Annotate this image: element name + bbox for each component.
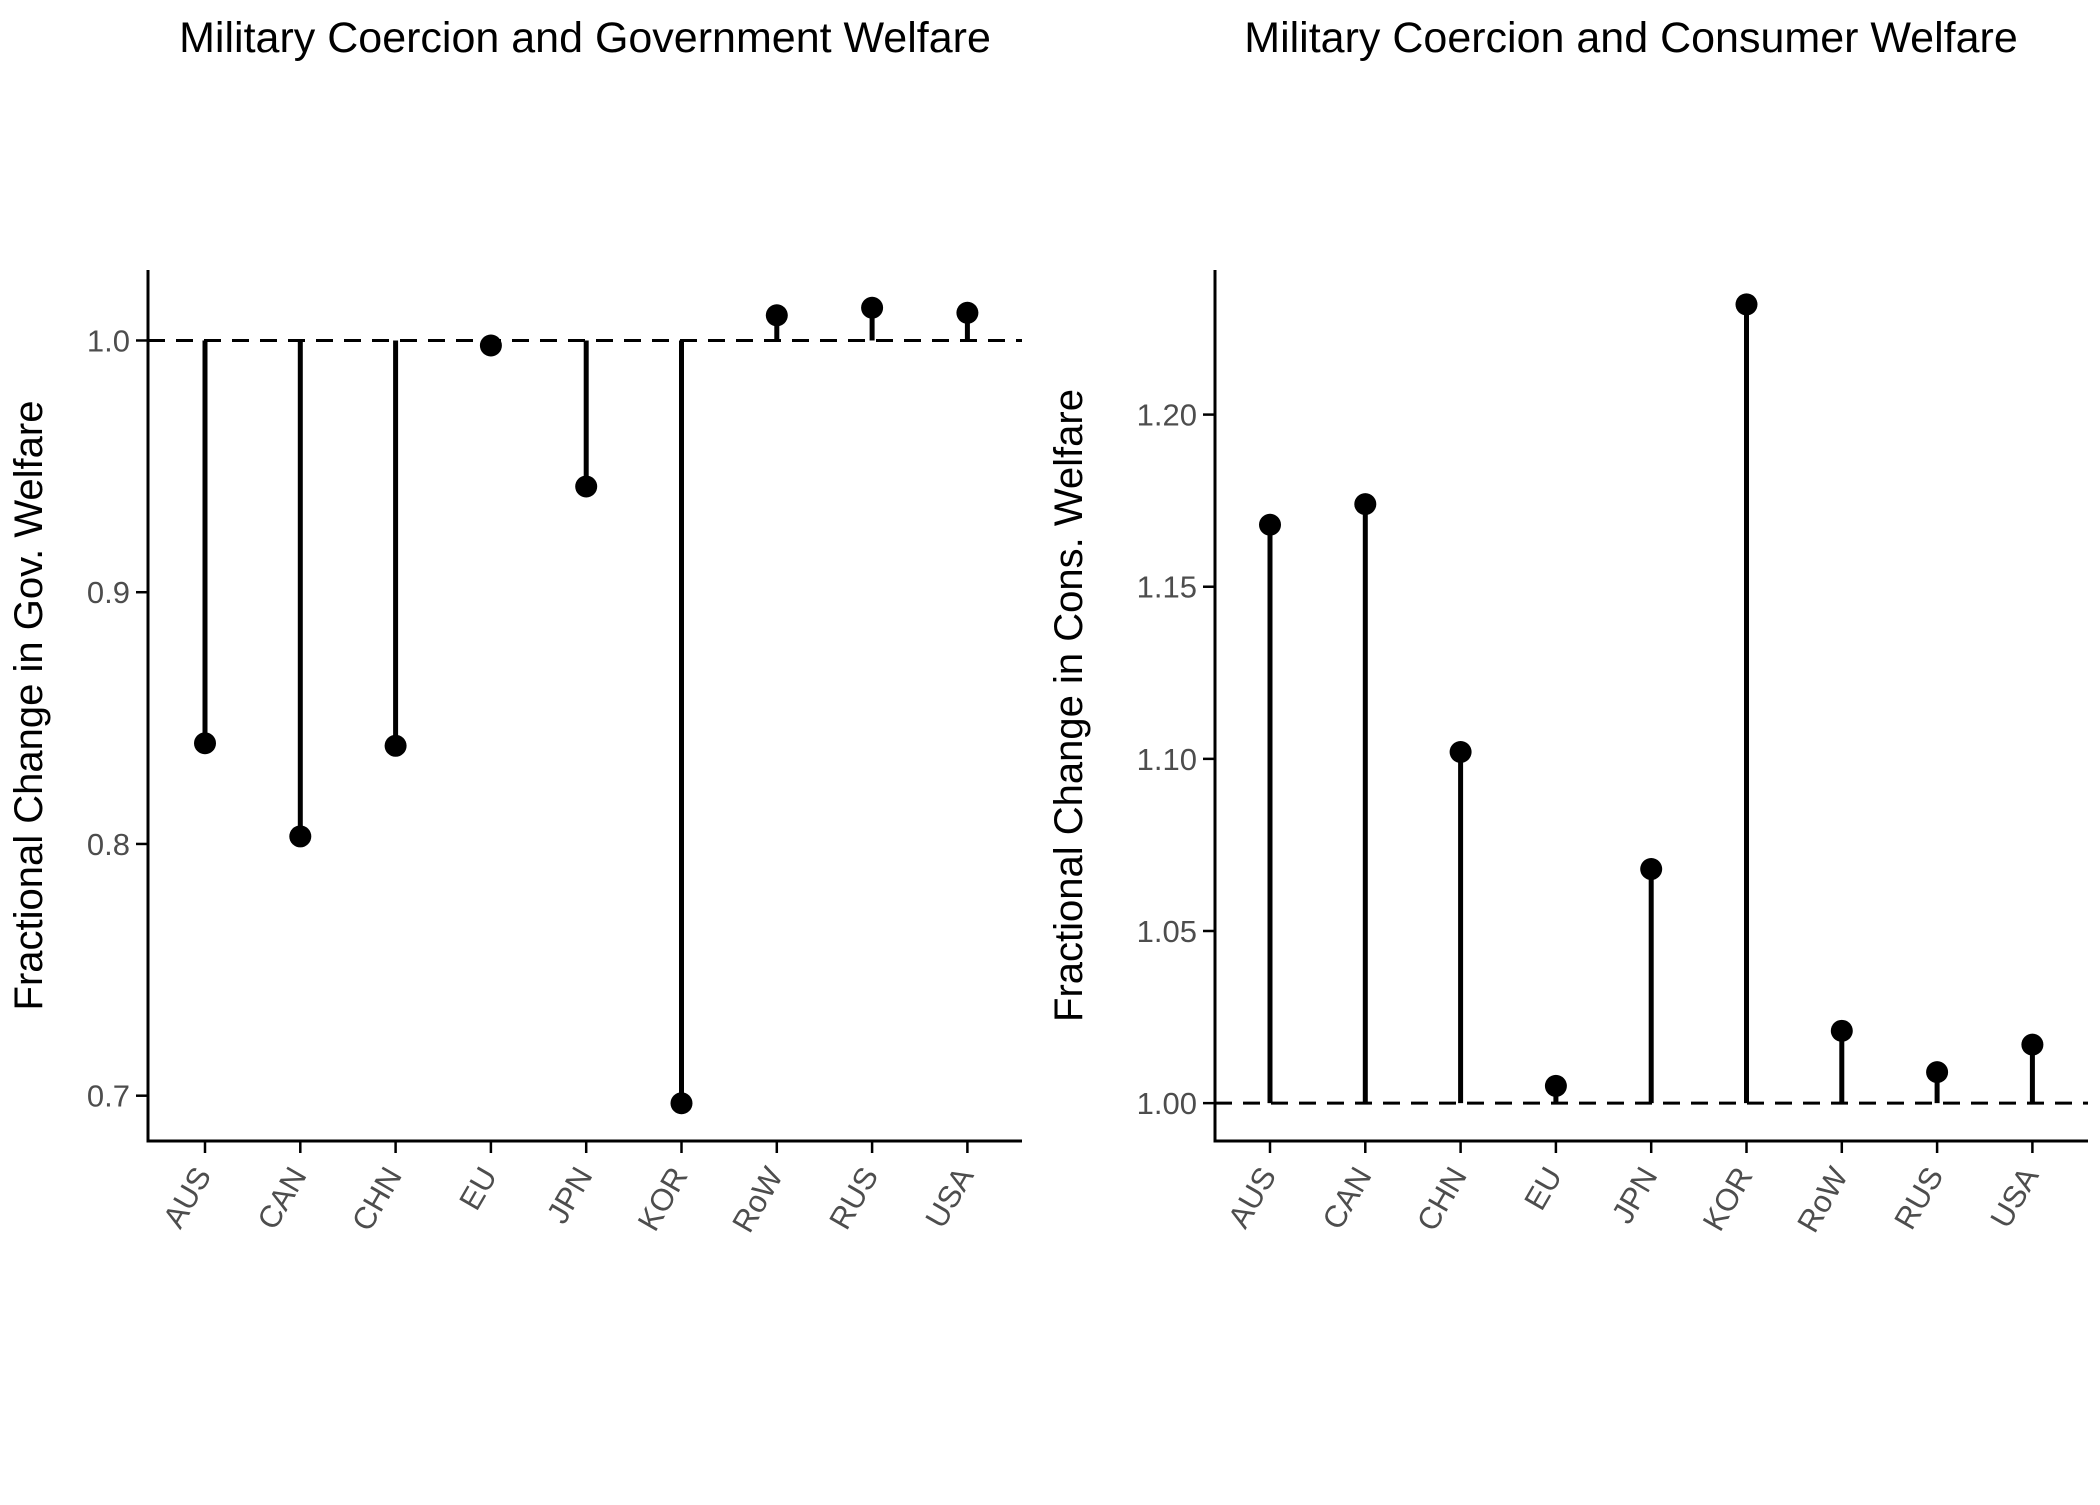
left-x-tick-label: KOR xyxy=(631,1161,695,1237)
left-y-tick-label: 0.8 xyxy=(87,827,130,862)
right-point-CAN xyxy=(1354,493,1377,516)
right-x-tick-label: CHN xyxy=(1410,1161,1474,1237)
right-point-USA xyxy=(2021,1033,2044,1056)
left-y-tick-label: 1.0 xyxy=(87,323,130,358)
left-point-KOR xyxy=(670,1092,693,1115)
left-panel-title: Military Coercion and Government Welfare xyxy=(179,14,991,62)
left-x-tick-label: USA xyxy=(918,1161,980,1234)
left-x-tick-label: RoW xyxy=(725,1160,790,1238)
right-point-RUS xyxy=(1926,1061,1949,1084)
left-x-tick-label: EU xyxy=(452,1161,504,1216)
left-point-CAN xyxy=(289,825,312,848)
right-y-tick-label: 1.00 xyxy=(1137,1086,1197,1121)
right-point-RoW xyxy=(1830,1019,1853,1042)
right-x-tick-label: USA xyxy=(1983,1161,2045,1234)
left-x-tick-label: RUS xyxy=(822,1161,885,1235)
left-point-USA xyxy=(956,301,979,324)
right-x-tick-label: RUS xyxy=(1887,1161,1950,1235)
left-x-tick-label: JPN xyxy=(540,1161,600,1229)
right-y-axis-title: Fractional Change in Cons. Welfare xyxy=(1047,389,1091,1022)
right-point-JPN xyxy=(1640,858,1663,881)
left-point-RoW xyxy=(765,304,788,327)
left-point-JPN xyxy=(575,475,598,498)
left-point-RUS xyxy=(861,296,884,319)
left-x-tick-label: AUS xyxy=(156,1161,218,1234)
left-x-tick-label: CHN xyxy=(345,1161,409,1237)
right-y-tick-label: 1.10 xyxy=(1137,742,1197,777)
right-x-tick-label: EU xyxy=(1517,1161,1569,1216)
right-panel-title: Military Coercion and Consumer Welfare xyxy=(1244,14,2018,62)
left-x-tick-label: CAN xyxy=(250,1161,313,1235)
right-x-tick-label: AUS xyxy=(1221,1161,1283,1234)
left-y-tick-label: 0.7 xyxy=(87,1079,130,1114)
right-x-tick-label: JPN xyxy=(1605,1161,1665,1229)
right-x-tick-label: CAN xyxy=(1315,1161,1378,1235)
right-point-KOR xyxy=(1735,293,1758,316)
right-point-AUS xyxy=(1259,513,1281,536)
left-y-tick-label: 0.9 xyxy=(87,575,130,610)
right-x-tick-label: KOR xyxy=(1696,1161,1760,1237)
left-point-EU xyxy=(479,334,502,357)
right-y-tick-label: 1.15 xyxy=(1137,570,1197,605)
left-point-CHN xyxy=(384,734,407,757)
right-point-EU xyxy=(1544,1074,1567,1097)
right-point-CHN xyxy=(1449,740,1472,763)
right-y-tick-label: 1.05 xyxy=(1137,914,1197,949)
left-y-axis-title: Fractional Change in Gov. Welfare xyxy=(7,401,51,1011)
right-x-tick-label: RoW xyxy=(1790,1160,1855,1238)
right-y-tick-label: 1.20 xyxy=(1137,398,1197,433)
left-point-AUS xyxy=(194,732,216,755)
